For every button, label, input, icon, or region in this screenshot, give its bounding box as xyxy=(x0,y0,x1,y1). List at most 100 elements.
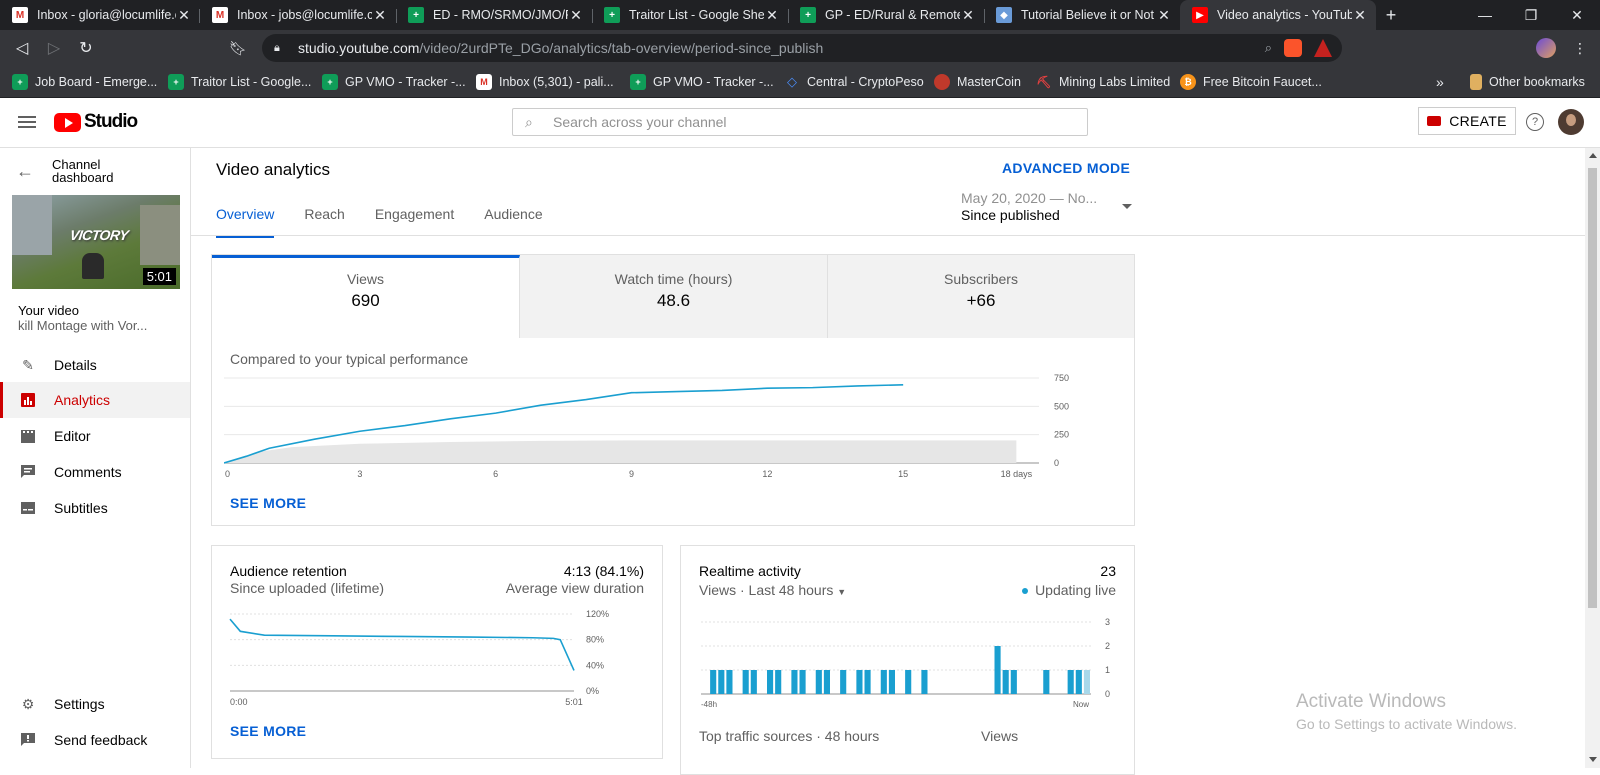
browser-tab[interactable]: + GP - ED/Rural & Remote - ✕ xyxy=(788,0,984,30)
sidebar-item-subtitles[interactable]: Subtitles xyxy=(0,490,190,526)
gmail-icon: M xyxy=(212,7,228,23)
see-more-link[interactable]: SEE MORE xyxy=(230,495,307,511)
brave-shield-icon[interactable] xyxy=(1284,39,1302,57)
realtime-bar-chart[interactable]: 3 2 1 0 -48h Now xyxy=(691,614,1121,719)
sidebar-item-comments[interactable]: Comments xyxy=(0,454,190,490)
sidebar-item-send-feedback[interactable]: Send feedback xyxy=(0,722,190,758)
video-thumbnail[interactable]: VICTORY 5:01 xyxy=(12,195,180,289)
bookmark-item[interactable]: + GP VMO - Tracker -... xyxy=(322,72,466,92)
caret-down-icon: ▼ xyxy=(837,587,847,597)
date-range[interactable]: May 20, 2020 — No... xyxy=(961,190,1098,206)
browser-tab[interactable]: + Traitor List - Google Sheets ✕ xyxy=(592,0,788,30)
page-scrollbar[interactable] xyxy=(1585,148,1600,768)
new-tab-button[interactable]: + xyxy=(1385,4,1397,25)
realtime-bar xyxy=(791,670,798,694)
sidebar-item-settings[interactable]: ⚙ Settings xyxy=(0,686,190,722)
profile-avatar[interactable] xyxy=(1532,34,1560,62)
channel-dashboard-link[interactable]: ← Channel dashboard xyxy=(16,158,132,184)
bitcoin-icon: ₿ xyxy=(1180,74,1196,90)
realtime-bar xyxy=(994,646,1001,694)
metric-subscribers[interactable]: Subscribers +66 xyxy=(828,255,1134,338)
reload-icon[interactable]: ↻ xyxy=(79,40,93,57)
hamburger-menu-icon[interactable] xyxy=(18,113,36,131)
lock-icon: 🔒︎ xyxy=(274,41,280,54)
bookmark-item[interactable]: MasterCoin xyxy=(934,72,1021,92)
folder-icon xyxy=(1470,74,1482,90)
sheets-icon: + xyxy=(12,74,28,90)
retention-title: Audience retention xyxy=(230,563,347,579)
tab-reach[interactable]: Reach xyxy=(304,206,345,222)
account-avatar[interactable] xyxy=(1558,109,1584,135)
tab-audience[interactable]: Audience xyxy=(484,206,543,222)
forward-icon[interactable]: ▷ xyxy=(47,40,61,57)
browser-tab[interactable]: M Inbox - gloria@locumlife.c ✕ xyxy=(0,0,200,30)
scrollbar-thumb[interactable] xyxy=(1588,168,1597,608)
scroll-up-icon[interactable] xyxy=(1589,153,1597,158)
see-more-link[interactable]: SEE MORE xyxy=(230,723,307,739)
advanced-mode-button[interactable]: ADVANCED MODE xyxy=(1002,160,1131,176)
bookmark-item[interactable]: ◇ Central - CryptoPeso xyxy=(784,72,924,92)
tab-overview[interactable]: Overview xyxy=(216,206,275,238)
date-range-period[interactable]: Since published xyxy=(961,207,1060,223)
close-icon[interactable]: ✕ xyxy=(962,6,974,23)
bookmarks-overflow-button[interactable]: » xyxy=(1436,74,1444,90)
studio-logo[interactable]: Studio xyxy=(54,111,138,133)
create-button[interactable]: CREATE xyxy=(1418,107,1516,135)
mastercoin-icon xyxy=(934,74,950,90)
bookmark-item[interactable]: + Job Board - Emerge... xyxy=(12,72,157,92)
metric-views[interactable]: Views 690 xyxy=(212,255,520,338)
sidebar-item-analytics[interactable]: Analytics xyxy=(0,382,190,418)
tab-separator xyxy=(199,9,200,23)
sidebar-item-editor[interactable]: Editor xyxy=(0,418,190,454)
page-title: Video analytics xyxy=(216,160,331,179)
realtime-period-dropdown[interactable]: Views · Last 48 hours ▼ xyxy=(699,582,846,598)
gmail-icon: M xyxy=(12,7,28,23)
tab-engagement[interactable]: Engagement xyxy=(374,206,455,222)
back-icon[interactable]: ◁ xyxy=(15,40,29,57)
realtime-bar xyxy=(718,670,725,694)
browser-tab[interactable]: ◆ Tutorial Believe it or Not - ✕ xyxy=(984,0,1180,30)
analytics-icon xyxy=(20,392,36,408)
close-icon[interactable]: ✕ xyxy=(1354,6,1366,23)
bookmark-item[interactable]: + Traitor List - Google... xyxy=(168,72,311,92)
views-line-chart[interactable]: 0 250 500 750 0 3 6 9 12 15 18 days xyxy=(224,370,1104,490)
menu-icon[interactable]: ⋮ xyxy=(1573,39,1587,56)
close-window-button[interactable]: ✕ xyxy=(1571,6,1583,23)
bookmark-item[interactable]: + GP VMO - Tracker -... xyxy=(630,72,774,92)
metric-watch-time[interactable]: Watch time (hours) 48.6 xyxy=(520,255,828,338)
sheets-icon: + xyxy=(168,74,184,90)
bookmark-icon[interactable]: 🔖︎ xyxy=(229,39,247,56)
other-bookmarks[interactable]: Other bookmarks xyxy=(1470,72,1585,92)
search-input[interactable]: ⌕ Search across your channel xyxy=(512,108,1088,136)
bookmark-item[interactable]: ⛏ Mining Labs Limited xyxy=(1036,72,1170,92)
main-content: Video analytics ADVANCED MODE Overview R… xyxy=(191,148,1586,775)
bookmark-item[interactable]: M Inbox (5,301) - pali... xyxy=(476,72,614,92)
bookmark-item[interactable]: ₿ Free Bitcoin Faucet... xyxy=(1180,72,1322,92)
minimize-button[interactable]: — xyxy=(1478,7,1492,23)
sidebar-item-label: Details xyxy=(54,357,97,373)
help-icon[interactable]: ? xyxy=(1526,113,1544,131)
chevron-down-icon[interactable] xyxy=(1122,204,1132,209)
close-icon[interactable]: ✕ xyxy=(374,6,386,23)
sidebar-item-label: Editor xyxy=(54,428,91,444)
browser-tab[interactable]: + ED - RMO/SRMO/JMO/RE ✕ xyxy=(396,0,592,30)
y-tick-label: 0% xyxy=(586,686,599,696)
y-tick-label: 80% xyxy=(586,635,604,645)
address-bar[interactable]: 🔒︎ studio.youtube.com/video/2urdPTe_DGo/… xyxy=(262,34,1342,62)
channel-dashboard-label: Channel dashboard xyxy=(52,157,114,185)
browser-tab[interactable]: M Inbox - jobs@locumlife.co ✕ xyxy=(200,0,396,30)
retention-value-label: Average view duration xyxy=(505,580,644,596)
zoom-icon[interactable]: ⌕ xyxy=(1264,40,1272,55)
retention-line-chart[interactable]: 120% 80% 40% 0% 0:00 5:01 xyxy=(222,606,652,716)
restore-button[interactable]: ❐ xyxy=(1524,6,1538,23)
close-icon[interactable]: ✕ xyxy=(766,6,778,23)
sidebar-item-details[interactable]: ✎ Details xyxy=(0,347,190,383)
browser-toolbar: ◁ ▷ ↻ 🔖︎ 🔒︎ studio.youtube.com/video/2ur… xyxy=(0,30,1600,66)
scroll-down-icon[interactable] xyxy=(1589,757,1597,762)
alert-icon[interactable] xyxy=(1314,39,1332,57)
browser-tab-active[interactable]: ▶ Video analytics - YouTube ✕ xyxy=(1180,0,1376,30)
x-tick-label: 9 xyxy=(629,469,634,479)
close-icon[interactable]: ✕ xyxy=(1158,6,1170,23)
close-icon[interactable]: ✕ xyxy=(178,6,190,23)
close-icon[interactable]: ✕ xyxy=(570,6,582,23)
